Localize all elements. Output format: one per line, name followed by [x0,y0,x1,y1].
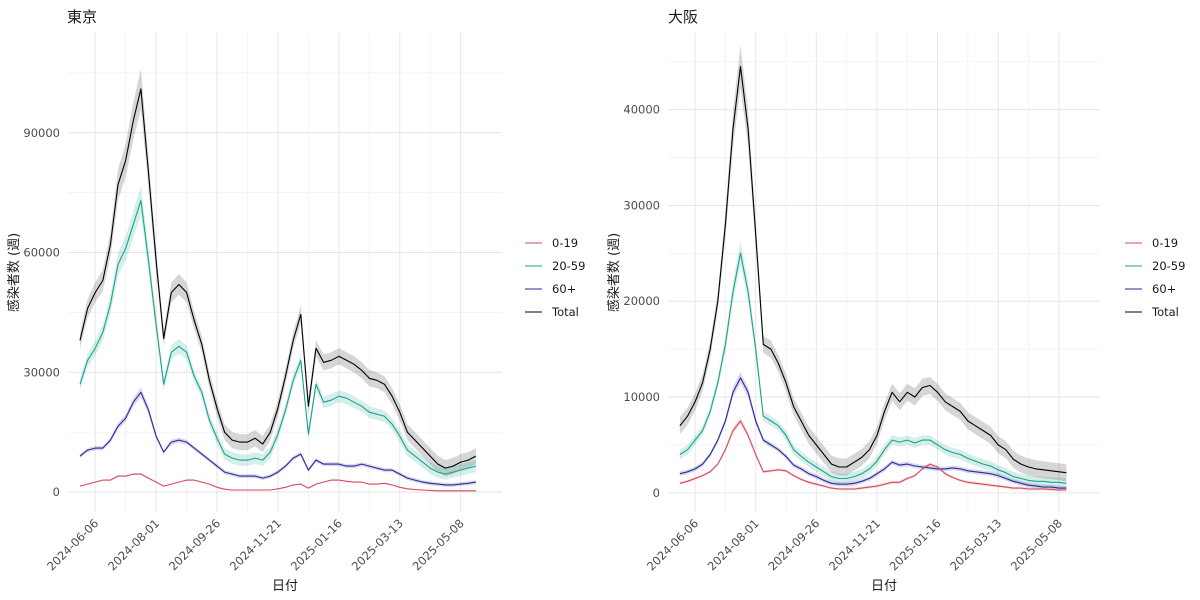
tokyo-panel-title: 東京 [67,8,97,26]
osaka-y-tick-label: 40000 [623,103,660,117]
tokyo-x-tick-label: 2024-09-26 [166,516,223,573]
osaka-series-line-20-59 [679,252,1067,484]
tokyo-y-tick-label: 90000 [23,126,60,140]
osaka-x-axis-title: 日付 [871,579,897,594]
osaka-x-tick-label: 2025-03-13 [947,516,1004,573]
tokyo-series-line-60plus [79,391,476,486]
osaka-series-line-Total [679,65,1067,474]
tokyo-x-tick-label: 2024-06-06 [44,516,101,573]
osaka-y-tick-label: 0 [653,486,660,500]
osaka-x-tick-label: 2025-01-16 [887,516,944,573]
tokyo-x-tick-label: 2025-01-16 [288,516,345,573]
osaka-panel: 0 10000 20000 30000 40000 2024-06-06 2024-08-0… [606,8,1185,594]
tokyo-legend-label: 0-19 [552,236,578,250]
tokyo-legend: 0-19 20-59 60+ Total [525,236,585,319]
osaka-series-line-60plus [679,377,1067,489]
tokyo-x-tick-label: 2024-08-01 [105,516,162,573]
tokyo-y-tick-label: 0 [53,485,60,499]
tokyo-series-line-0-19 [79,473,476,492]
osaka-ribbon-20-59 [679,241,1067,489]
tokyo-x-tick-label: 2025-03-13 [349,516,406,573]
tokyo-legend-label: 60+ [552,282,576,296]
osaka-legend-label: 20-59 [1152,259,1185,273]
tokyo-x-tick-label: 2024-11-21 [227,516,284,573]
tokyo-y-tick-label: 30000 [23,365,60,379]
osaka-y-tick-label: 20000 [623,294,660,308]
osaka-x-tick-label: 2024-08-01 [705,516,762,573]
osaka-x-tick-label: 2024-09-26 [765,516,822,573]
osaka-x-tick-label: 2024-11-21 [826,516,883,573]
osaka-y-tick-label: 30000 [623,198,660,212]
osaka-y-axis-title: 感染者数 (週) [606,233,622,312]
osaka-legend-label: 0-19 [1152,236,1178,250]
osaka-series-line-0-19 [679,420,1067,491]
tokyo-x-axis-title: 日付 [272,579,298,594]
osaka-legend: 0-19 20-59 60+ Total [1125,236,1185,319]
tokyo-ribbon-Total [80,68,476,477]
tokyo-series-line-Total [79,88,477,469]
osaka-x-tick-label: 2024-06-06 [644,516,701,573]
osaka-legend-label: 60+ [1152,282,1176,296]
osaka-y-tick-label: 10000 [623,390,660,404]
tokyo-y-tick-label: 60000 [23,246,60,260]
osaka-panel-title: 大阪 [668,8,698,26]
osaka-x-tick-label: 2025-05-08 [1008,516,1065,573]
tokyo-y-axis-title: 感染者数 (週) [6,233,22,312]
tokyo-legend-label: Total [551,305,579,319]
tokyo-series-line-20-59 [79,200,477,475]
tokyo-x-tick-label: 2025-05-08 [410,516,467,573]
osaka-legend-label: Total [1151,305,1179,319]
tokyo-legend-label: 20-59 [552,259,585,273]
